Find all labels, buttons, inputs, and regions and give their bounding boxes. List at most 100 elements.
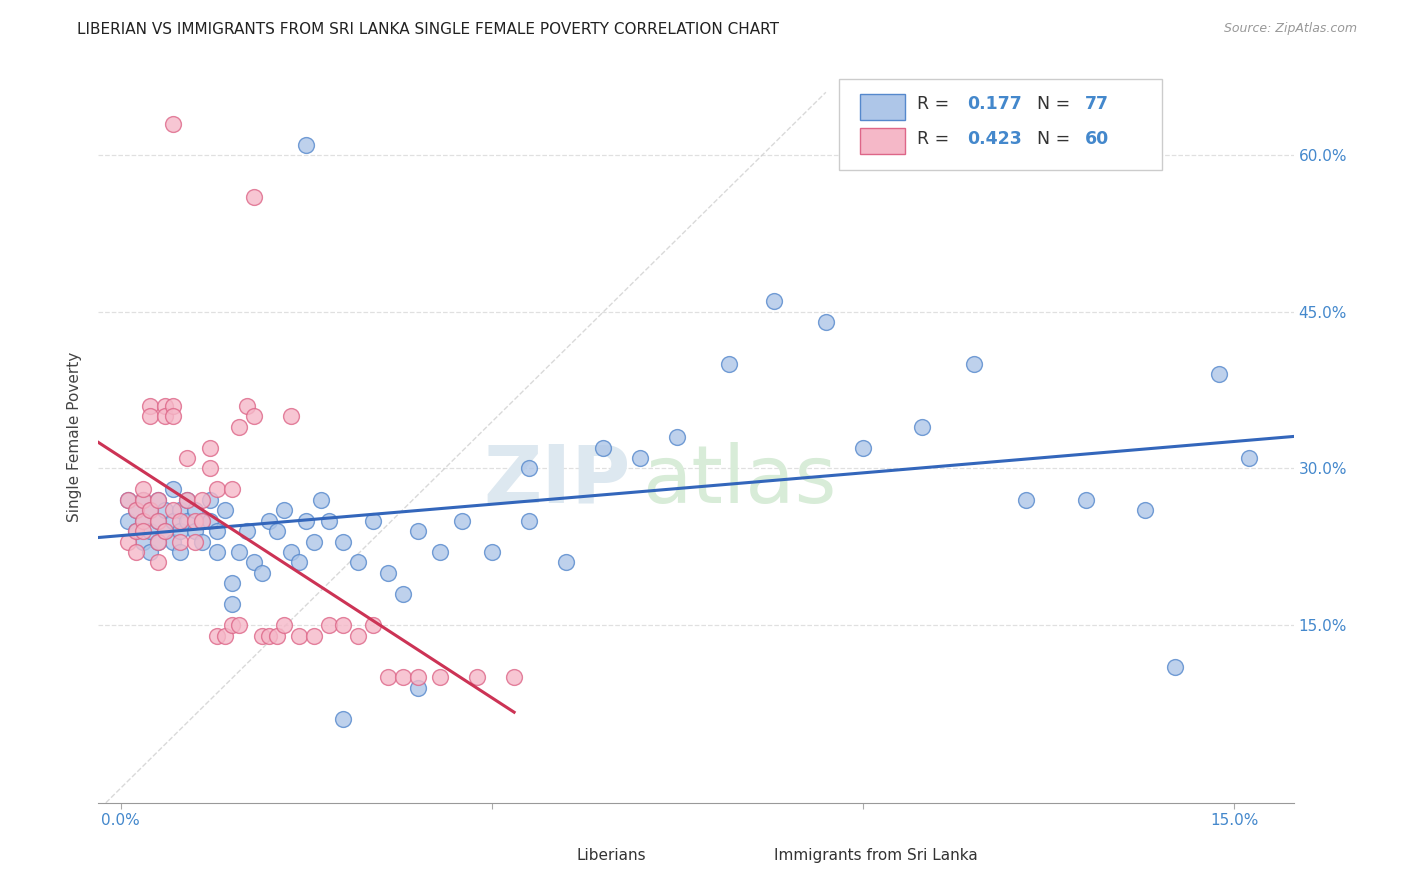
Point [184,514,207,528]
Point [228,419,250,434]
Point [451,514,474,528]
Point [221,618,243,632]
Point [361,514,384,528]
Point [332,712,354,726]
Point [132,514,155,528]
Point [318,514,340,528]
Text: 0.423: 0.423 [967,130,1022,148]
Point [236,399,259,413]
Point [117,514,139,528]
Point [377,566,399,580]
Point [1164,660,1187,674]
Point [257,514,280,528]
Point [162,117,184,131]
Text: N =: N = [1036,95,1076,113]
Point [1208,368,1230,382]
Point [221,597,243,611]
Point [205,483,228,497]
Point [1237,450,1260,465]
Point [146,514,169,528]
Point [191,514,214,528]
Point [198,461,221,475]
Point [628,450,651,465]
Point [814,315,837,329]
Point [132,492,155,507]
Point [162,514,184,528]
Text: 77: 77 [1084,95,1108,113]
Text: 0.177: 0.177 [967,95,1022,113]
Point [169,534,191,549]
Point [503,670,526,684]
Point [266,629,288,643]
Point [718,357,741,371]
Point [214,629,236,643]
Point [243,190,266,204]
Point [124,503,146,517]
Point [666,430,689,444]
Point [146,534,169,549]
Point [273,618,295,632]
Text: Immigrants from Sri Lanka: Immigrants from Sri Lanka [773,848,977,863]
Point [517,514,540,528]
Point [117,534,139,549]
Point [146,534,169,549]
Point [176,492,198,507]
Point [184,524,207,538]
Text: N =: N = [1036,130,1076,148]
Point [124,524,146,538]
Point [176,514,198,528]
Point [117,492,139,507]
Point [465,670,488,684]
Text: Liberians: Liberians [576,848,647,863]
Point [1074,492,1097,507]
Point [361,618,384,632]
Point [911,419,934,434]
Point [288,629,311,643]
Point [155,399,177,413]
Point [162,534,184,549]
Point [332,618,354,632]
Point [280,409,302,424]
Point [1015,492,1038,507]
Text: 60: 60 [1084,130,1108,148]
Point [155,524,177,538]
Point [117,492,139,507]
Point [146,492,169,507]
Point [205,524,228,538]
Point [228,545,250,559]
Point [146,556,169,570]
Point [963,357,986,371]
Point [146,492,169,507]
Point [273,503,295,517]
Point [762,294,785,309]
Point [406,524,429,538]
Point [132,483,155,497]
Point [250,629,273,643]
Point [198,441,221,455]
Text: atlas: atlas [643,442,837,520]
Point [169,545,191,559]
Point [139,409,162,424]
Point [155,524,177,538]
Point [139,545,162,559]
Point [162,483,184,497]
Text: LIBERIAN VS IMMIGRANTS FROM SRI LANKA SINGLE FEMALE POVERTY CORRELATION CHART: LIBERIAN VS IMMIGRANTS FROM SRI LANKA SI… [77,22,779,37]
Point [139,503,162,517]
Point [852,441,875,455]
Point [132,534,155,549]
Point [198,492,221,507]
Point [124,545,146,559]
Point [236,524,259,538]
Point [406,681,429,695]
Point [347,556,370,570]
Point [243,556,266,570]
Point [481,545,503,559]
Point [191,534,214,549]
Point [139,503,162,517]
Point [221,576,243,591]
Point [406,670,429,684]
Point [250,566,273,580]
Point [214,503,236,517]
Point [162,409,184,424]
Point [191,514,214,528]
